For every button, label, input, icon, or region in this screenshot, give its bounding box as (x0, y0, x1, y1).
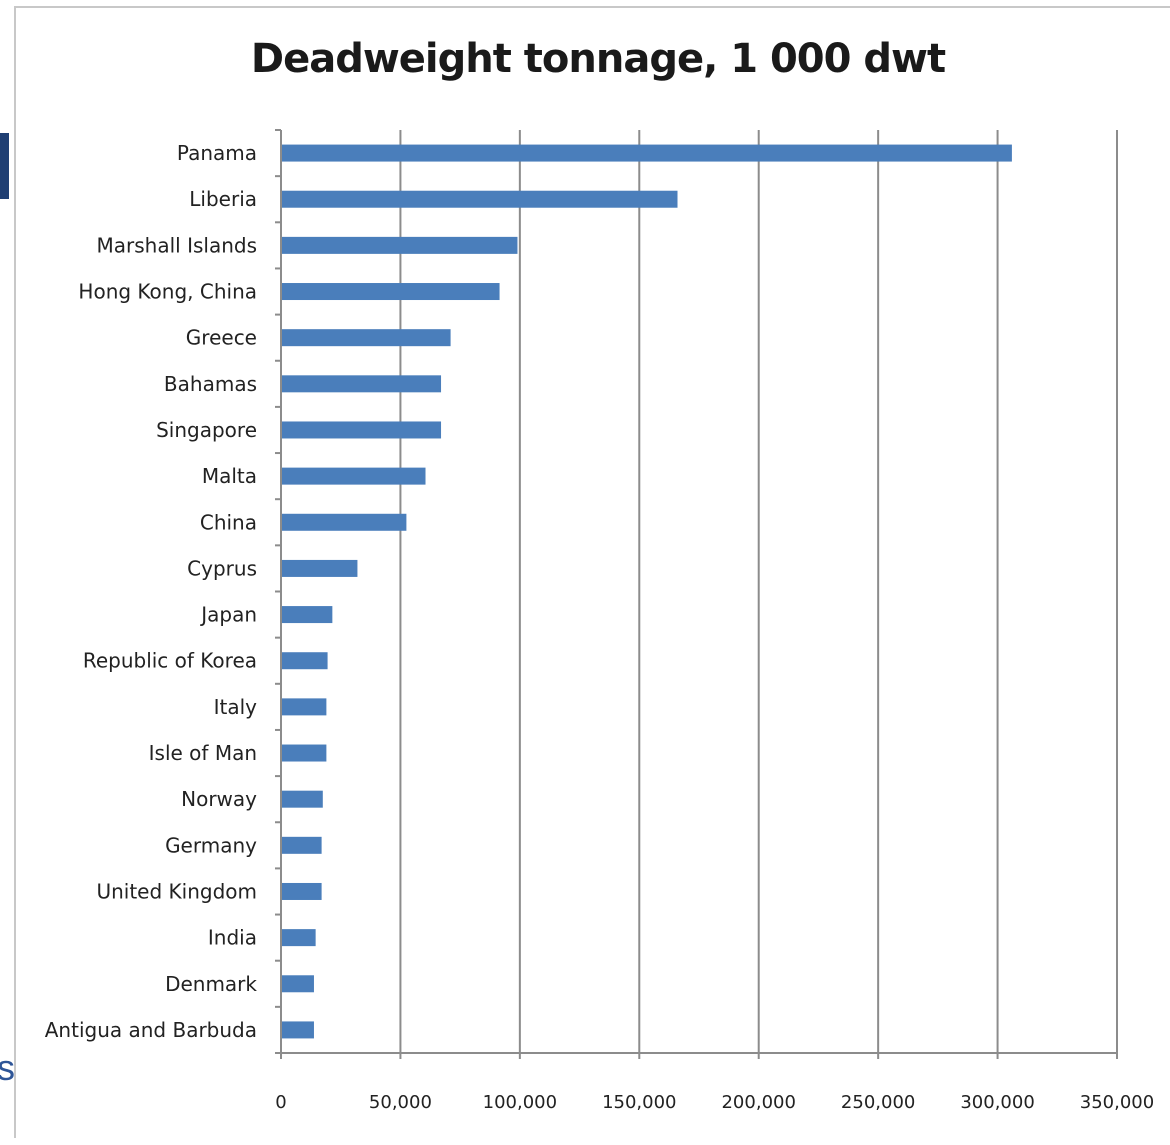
bars (281, 144, 1012, 1039)
bar (281, 975, 314, 993)
chart-frame (14, 6, 1170, 1138)
bar (281, 559, 358, 577)
category-label: Singapore (156, 418, 257, 442)
x-tick-label: 250,000 (841, 1092, 915, 1113)
category-label: United Kingdom (96, 879, 257, 903)
bar (281, 652, 328, 670)
category-label: Japan (199, 603, 257, 627)
chart-title: Deadweight tonnage, 1 000 dwt (250, 36, 946, 82)
bar (281, 375, 442, 393)
bar (281, 836, 322, 854)
bar (281, 790, 323, 808)
category-label: China (200, 510, 257, 534)
bar (281, 329, 451, 347)
bar (281, 283, 500, 301)
bar (281, 929, 316, 947)
gridlines (399, 130, 1118, 1053)
bar (281, 190, 678, 208)
category-label: Cyprus (187, 556, 257, 580)
category-label: Hong Kong, China (78, 280, 257, 304)
category-label: Antigua and Barbuda (45, 1018, 257, 1042)
bar (281, 467, 426, 485)
category-label: Greece (186, 326, 257, 350)
x-tick-label: 100,000 (483, 1092, 557, 1113)
x-tick-label: 350,000 (1080, 1092, 1154, 1113)
x-tick-label: 150,000 (602, 1092, 676, 1113)
category-label: Malta (202, 464, 257, 488)
bar (281, 1021, 314, 1039)
bar (281, 144, 1012, 162)
category-label: Liberia (189, 187, 257, 211)
edge-text: s (0, 1047, 15, 1088)
category-label: Germany (165, 833, 257, 857)
category-labels: Panama Liberia Marshall Islands Hong Kong, … (45, 141, 258, 1042)
bar (281, 698, 327, 716)
x-tick-labels: 0 50,000 100,000 150,000 200,000 250,000 300,0… (275, 1092, 1154, 1113)
category-label: Norway (181, 787, 257, 811)
bar (281, 421, 442, 439)
bar (281, 882, 322, 900)
x-tick-label: 50,000 (369, 1092, 432, 1113)
bar (281, 606, 333, 624)
x-tick-label: 0 (275, 1092, 286, 1113)
axes (275, 129, 1118, 1059)
category-label: Italy (214, 695, 258, 719)
category-label: Denmark (165, 972, 257, 996)
category-label: Marshall Islands (97, 233, 257, 257)
category-label: Isle of Man (149, 741, 257, 765)
category-label: India (208, 926, 257, 950)
x-tick-label: 300,000 (960, 1092, 1034, 1113)
category-label: Republic of Korea (83, 649, 257, 673)
x-tick-label: 200,000 (721, 1092, 795, 1113)
category-label: Bahamas (164, 372, 257, 396)
side-marker (0, 133, 9, 199)
bar (281, 513, 407, 531)
bar (281, 744, 327, 762)
bar (281, 236, 518, 254)
category-label: Panama (177, 141, 257, 165)
